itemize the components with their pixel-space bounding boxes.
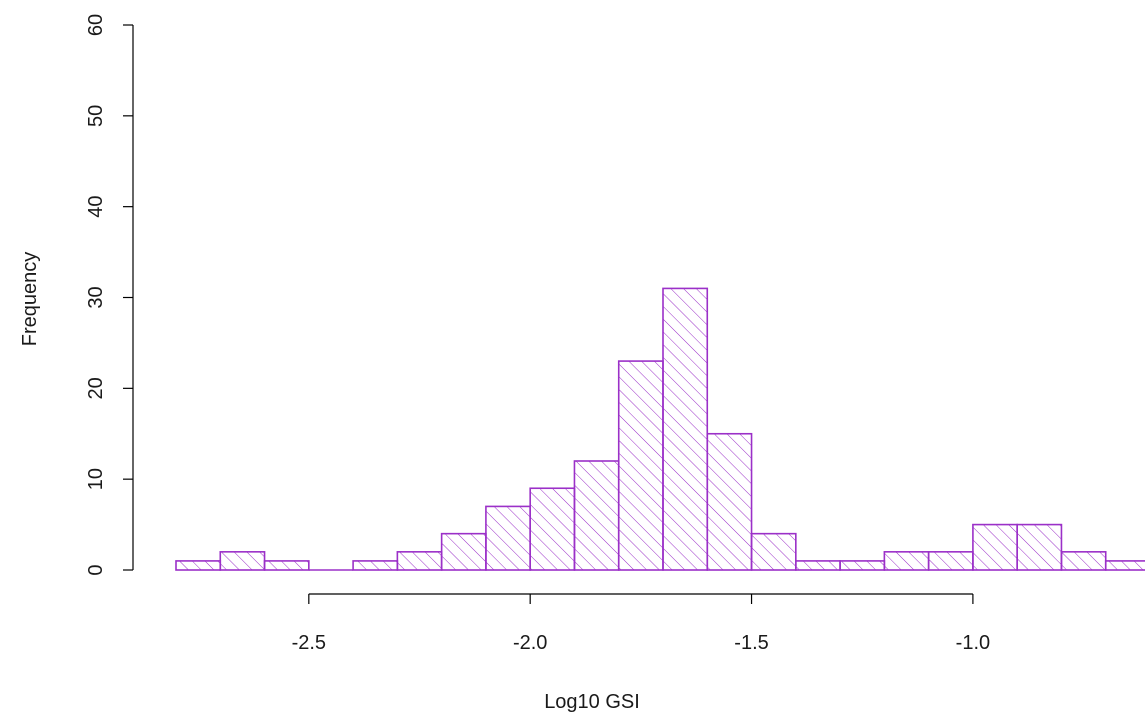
histogram-bar <box>750 532 797 571</box>
histogram-bar <box>440 532 487 571</box>
histogram-bar <box>839 560 886 571</box>
histogram-bar <box>175 560 222 571</box>
histogram-bars <box>175 287 1145 571</box>
histogram-bar <box>1104 560 1145 571</box>
histogram-bar <box>972 523 1018 571</box>
histogram-bar <box>883 551 930 571</box>
histogram-bar <box>617 360 664 571</box>
y-tick-label: 10 <box>85 468 107 490</box>
histogram-bar <box>573 460 620 571</box>
y-tick-label: 60 <box>85 14 107 36</box>
histogram-bar <box>529 487 576 571</box>
y-tick-label: 50 <box>85 105 107 127</box>
histogram-bar <box>352 560 399 571</box>
x-axis: -2.5 -2.0 -1.5 -1.0 <box>292 593 990 654</box>
x-tick-label: -2.0 <box>513 632 547 654</box>
x-axis-title: Log10 GSI <box>544 691 640 713</box>
y-tick-label: 0 <box>85 564 107 575</box>
y-axis: 0 10 20 30 40 50 60 <box>85 14 134 576</box>
y-axis-title: Frequency <box>19 252 41 347</box>
histogram-bar <box>1060 551 1107 571</box>
x-tick-label: -2.5 <box>292 632 326 654</box>
histogram-bar <box>1016 523 1063 571</box>
x-tick-label: -1.5 <box>734 632 768 654</box>
histogram-bar <box>263 560 310 571</box>
histogram-bar <box>706 432 753 571</box>
histogram-bar <box>485 505 531 571</box>
histogram-bar <box>396 551 443 571</box>
y-tick-label: 20 <box>85 377 107 399</box>
y-tick-label: 30 <box>85 286 107 308</box>
x-tick-label: -1.0 <box>956 632 990 654</box>
histogram-bar <box>662 287 709 571</box>
histogram-bar <box>219 551 266 571</box>
histogram-bar <box>927 551 974 571</box>
histogram-bar <box>795 560 841 571</box>
y-tick-label: 40 <box>85 196 107 218</box>
